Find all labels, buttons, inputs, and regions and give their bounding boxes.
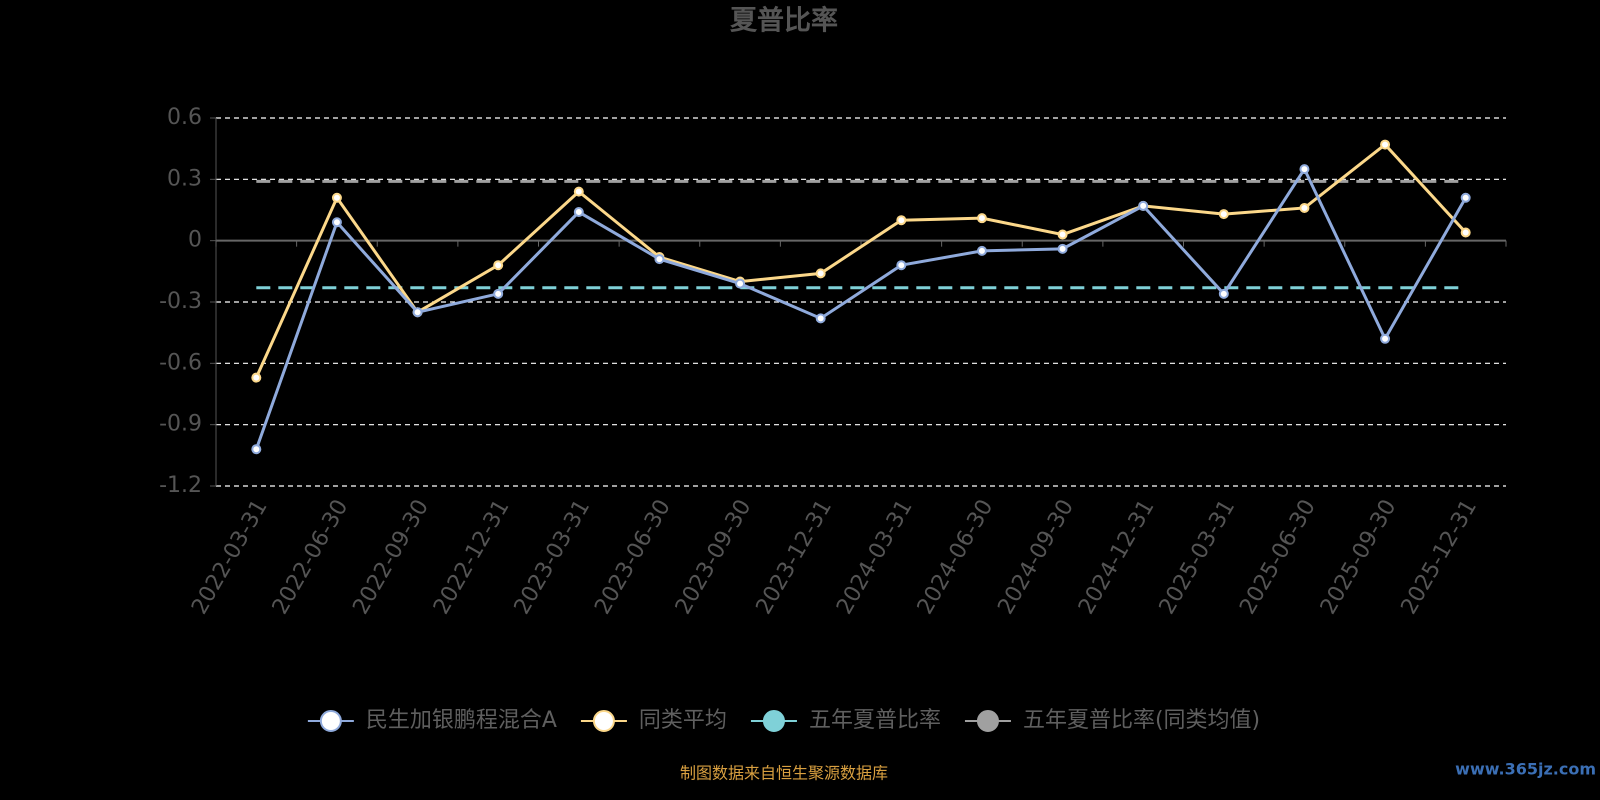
x-tick-label: 2023-06-30 (590, 496, 676, 619)
data-point (1299, 202, 1310, 213)
x-tick-label: 2024-06-30 (913, 496, 999, 619)
watermark: www.365jz.com (1455, 760, 1596, 779)
x-tick-label: 2024-12-31 (1074, 496, 1160, 619)
legend: 民生加银鹏程混合A 同类平均 五年夏普比率 五年夏普比率(同类均值) (307, 708, 1260, 733)
data-point (251, 372, 262, 383)
data-point (412, 307, 423, 318)
series-line (254, 166, 1467, 450)
x-tick-label: 2025-12-31 (1396, 496, 1482, 619)
data-point (251, 444, 262, 455)
legend-item: 民生加银鹏程混合A (307, 708, 557, 733)
data-point (1460, 192, 1471, 203)
legend-marker (762, 710, 785, 732)
chart-title: 夏普比率 (730, 5, 838, 37)
x-tick-label: 2025-09-30 (1316, 496, 1402, 619)
legend-label: 同类平均 (639, 708, 727, 733)
x-tick-label: 2025-03-31 (1155, 496, 1241, 619)
x-tick-label: 2023-12-31 (751, 496, 837, 619)
data-point (331, 192, 342, 203)
y-tick-label: -0.6 (159, 350, 202, 375)
legend-label: 五年夏普比率(同类均值) (1023, 708, 1260, 733)
legend-item: 五年夏普比率 (750, 708, 941, 733)
data-point (1218, 209, 1229, 220)
data-point (896, 260, 907, 271)
y-tick-label: 0.3 (167, 166, 202, 191)
x-tick-label: 2022-06-30 (268, 496, 354, 619)
data-point (1057, 243, 1068, 254)
data-point (1380, 139, 1391, 150)
x-tick-label: 2024-03-31 (832, 496, 918, 619)
legend-label: 民生加银鹏程混合A (366, 708, 557, 733)
legend-marker (976, 710, 999, 732)
data-point (1218, 288, 1229, 299)
data-point (654, 254, 665, 265)
x-tick-label: 2023-09-30 (671, 496, 757, 619)
data-point (976, 213, 987, 224)
y-tick-label: -1.2 (159, 473, 202, 498)
legend-item: 五年夏普比率(同类均值) (964, 708, 1260, 733)
x-tick-label: 2025-06-30 (1235, 496, 1321, 619)
y-tick-label: -0.9 (159, 412, 202, 437)
legend-label: 五年夏普比率 (809, 708, 941, 733)
y-tick-label: 0.6 (167, 105, 202, 130)
data-point (896, 215, 907, 226)
x-tick-label: 2023-03-31 (510, 496, 596, 619)
data-point (1299, 164, 1310, 175)
data-point (1138, 200, 1149, 211)
data-point (815, 313, 826, 324)
data-point (493, 260, 504, 271)
x-tick-label: 2022-03-31 (187, 496, 273, 619)
data-point (573, 186, 584, 197)
data-point (976, 245, 987, 256)
source-note: 制图数据来自恒生聚源数据库 (680, 764, 888, 783)
x-tick-label: 2022-12-31 (429, 496, 515, 619)
x-tick-label: 2022-09-30 (348, 496, 434, 619)
legend-marker (592, 710, 615, 732)
data-point (815, 268, 826, 279)
legend-marker (319, 710, 342, 732)
data-point (493, 288, 504, 299)
data-point (1057, 229, 1068, 240)
legend-item: 同类平均 (580, 708, 727, 733)
data-point (331, 217, 342, 228)
series-line (254, 142, 1467, 379)
data-point (573, 207, 584, 218)
data-point (1460, 227, 1471, 238)
data-point (1380, 333, 1391, 344)
data-point (735, 278, 746, 289)
y-tick-label: 0 (188, 228, 202, 253)
y-tick-label: -0.3 (159, 289, 202, 314)
x-tick-label: 2024-09-30 (993, 496, 1079, 619)
